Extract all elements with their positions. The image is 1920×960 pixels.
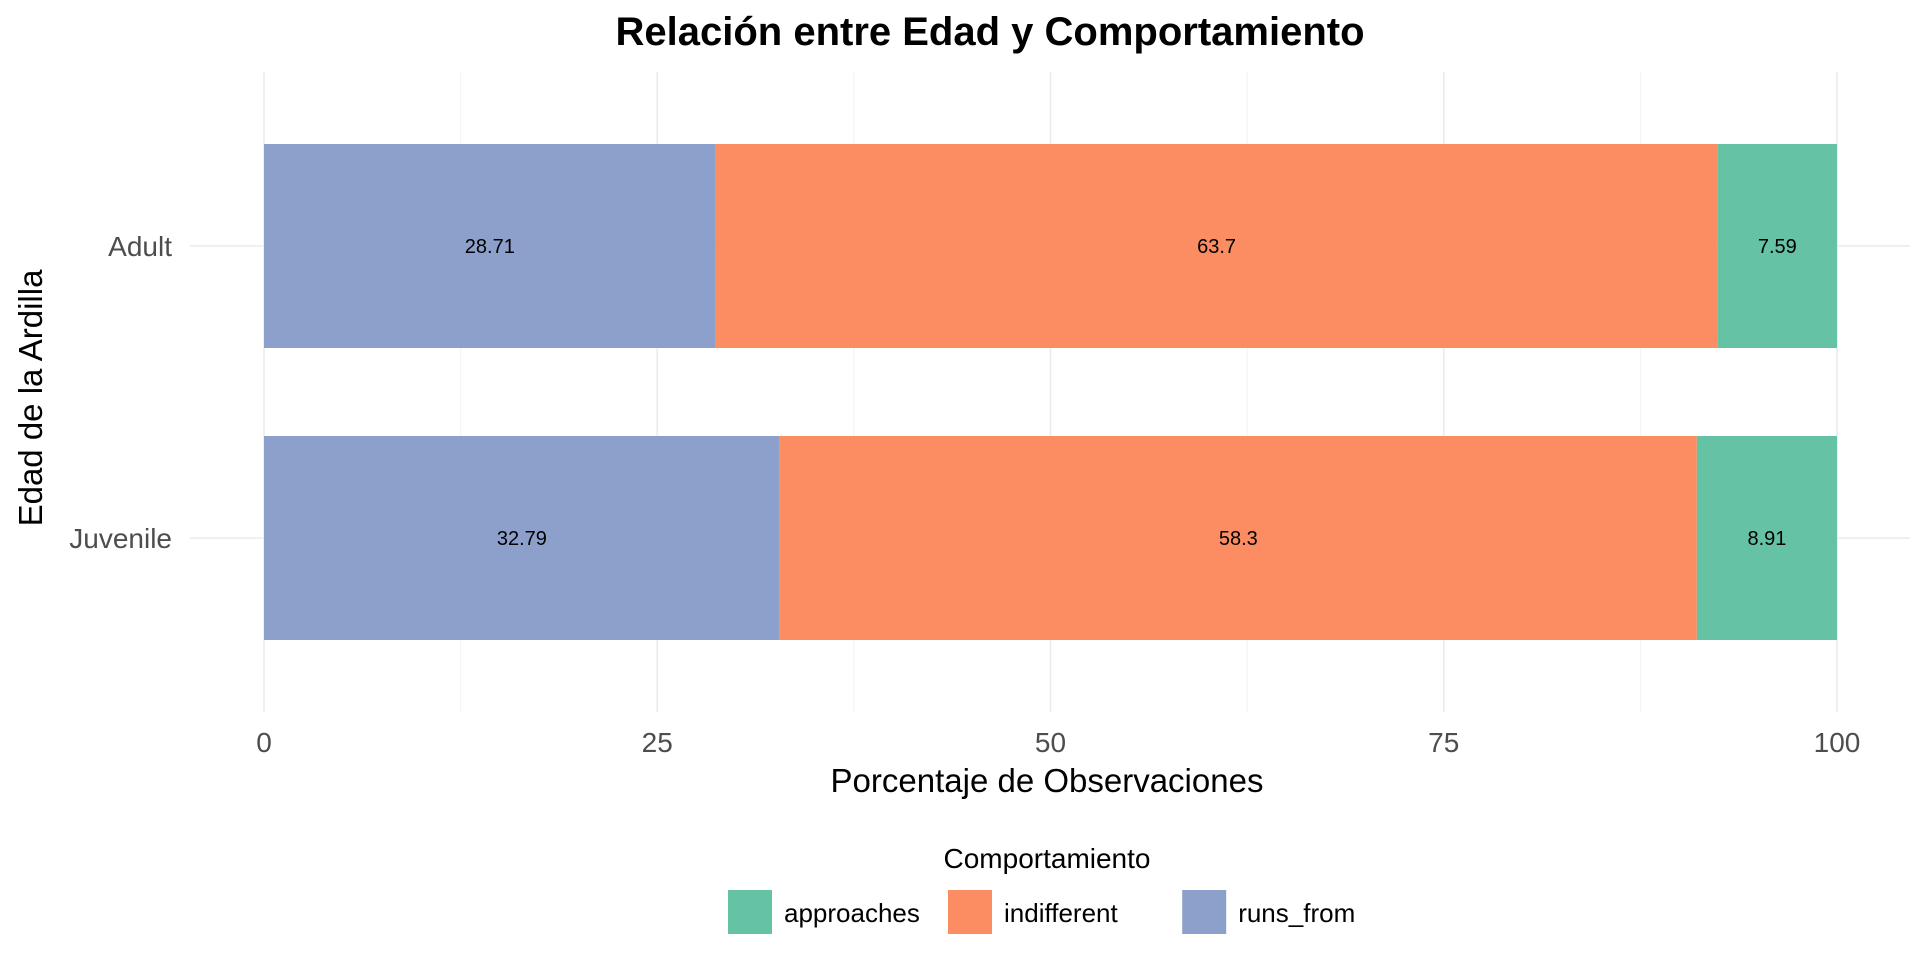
data-label-runs_from: 32.79 <box>497 528 547 550</box>
y-tick-label: Adult <box>108 231 172 262</box>
bar-segment-runs_from <box>264 144 716 348</box>
legend: approaches indifferent runs_from <box>728 890 1355 934</box>
legend-label-approaches: approaches <box>784 898 920 928</box>
x-tick-label: 0 <box>256 727 272 758</box>
legend-item-indifferent: indifferent <box>948 890 1118 934</box>
bar-segment-indifferent <box>779 436 1697 640</box>
x-axis-ticks: 0 25 50 75 100 <box>256 727 1860 758</box>
legend-key-runs_from <box>1182 890 1227 934</box>
legend-item-approaches: approaches <box>728 890 920 934</box>
legend-key-approaches <box>728 890 772 934</box>
x-tick-label: 25 <box>642 727 673 758</box>
legend-key-indifferent <box>948 890 992 934</box>
data-labels: 28.71 63.7 7.59 32.79 58.3 8.91 <box>465 236 1797 550</box>
legend-title: Comportamiento <box>944 843 1151 874</box>
data-label-runs_from: 28.71 <box>465 236 515 258</box>
y-axis-ticks: Adult Juvenile <box>69 231 172 554</box>
chart-title: Relación entre Edad y Comportamiento <box>615 10 1364 54</box>
legend-item-runs_from: runs_from <box>1182 890 1355 934</box>
x-axis-title: Porcentaje de Observaciones <box>831 762 1264 799</box>
legend-label-indifferent: indifferent <box>1004 898 1118 928</box>
bars <box>264 144 1837 640</box>
y-axis-title: Edad de la Ardilla <box>12 269 49 526</box>
bar-segment-runs_from <box>264 436 780 640</box>
y-tick-label: Juvenile <box>69 523 172 554</box>
bar-segment-indifferent <box>715 144 1718 348</box>
data-label-indifferent: 63.7 <box>1197 236 1236 258</box>
legend-label-runs_from: runs_from <box>1238 898 1355 928</box>
bar-segment-approaches <box>1696 436 1837 640</box>
data-label-approaches: 7.59 <box>1758 236 1797 258</box>
data-label-indifferent: 58.3 <box>1219 528 1258 550</box>
x-tick-label: 50 <box>1035 727 1066 758</box>
bar-segment-approaches <box>1717 144 1837 348</box>
x-tick-label: 75 <box>1428 727 1459 758</box>
x-tick-label: 100 <box>1814 727 1861 758</box>
data-label-approaches: 8.91 <box>1747 528 1786 550</box>
